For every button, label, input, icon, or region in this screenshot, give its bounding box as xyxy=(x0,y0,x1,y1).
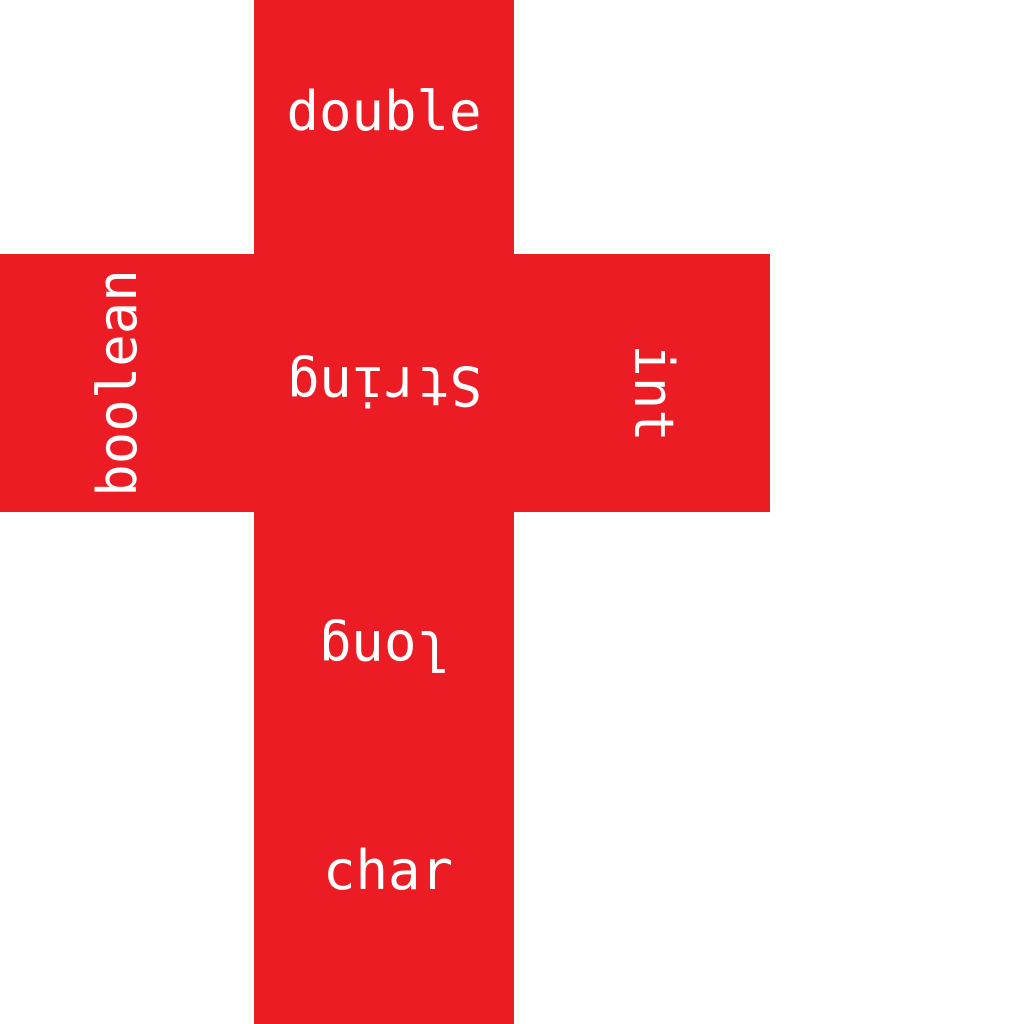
face-below: long xyxy=(254,510,514,768)
face-label-long: long xyxy=(318,618,450,681)
face-label-char: char xyxy=(322,839,454,902)
face-label-int: int xyxy=(621,344,685,442)
face-top: double xyxy=(254,0,514,254)
face-bottom: char xyxy=(254,766,514,1024)
face-left: boolean xyxy=(0,254,256,512)
face-center: String xyxy=(254,254,514,512)
face-right: int xyxy=(512,254,770,512)
face-label-boolean: boolean xyxy=(85,269,149,497)
face-label-double: double xyxy=(286,80,482,143)
face-label-string: String xyxy=(287,354,483,417)
